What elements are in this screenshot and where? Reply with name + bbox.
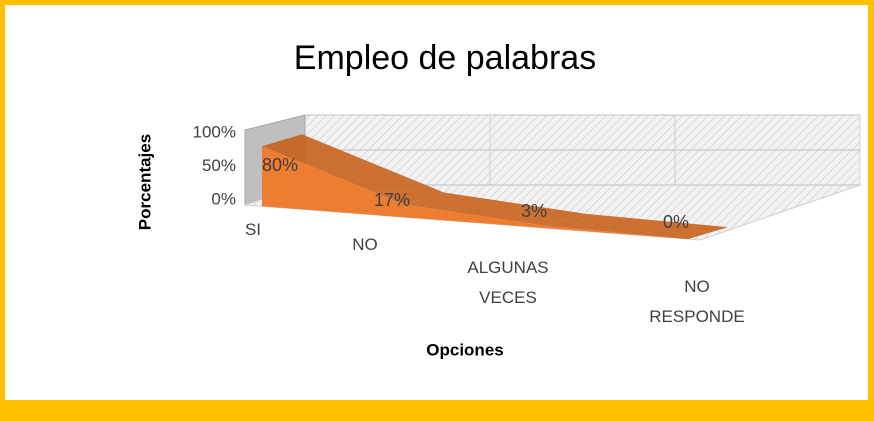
area-top bbox=[262, 134, 444, 205]
data-label: 3% bbox=[521, 201, 547, 221]
x-axis-label: Opciones bbox=[426, 340, 503, 359]
data-label: 0% bbox=[663, 212, 689, 232]
y-tick-label: 50% bbox=[202, 156, 236, 175]
data-label: 80% bbox=[262, 155, 298, 175]
y-tick-label: 0% bbox=[211, 189, 236, 208]
x-tick-label: ALGUNAS VECES bbox=[467, 258, 549, 307]
y-tick-label: 100% bbox=[193, 122, 236, 141]
x-tick-label: NO bbox=[352, 235, 378, 254]
y-axis-label: Porcentajes bbox=[135, 134, 154, 230]
x-tick-label: NO RESPONDE bbox=[649, 277, 745, 326]
data-label: 17% bbox=[374, 190, 410, 210]
area bbox=[262, 146, 688, 240]
area-top bbox=[546, 213, 728, 240]
area-top bbox=[404, 192, 586, 226]
x-tick-label: SI bbox=[244, 220, 262, 239]
chart-title: Empleo de palabras bbox=[294, 39, 596, 77]
